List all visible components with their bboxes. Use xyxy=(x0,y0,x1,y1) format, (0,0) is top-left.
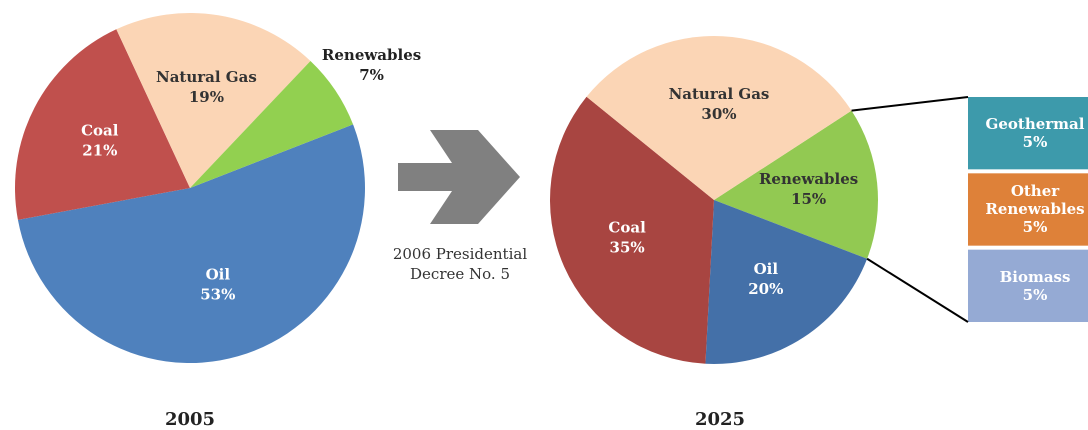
slice-label: Oil xyxy=(754,260,779,278)
pie-slice xyxy=(116,13,311,188)
slice-value: 21% xyxy=(82,141,117,159)
slice-label: Natural Gas xyxy=(156,68,257,86)
connector xyxy=(851,96,969,112)
bar-segment xyxy=(968,249,1088,322)
annotation: 2006 Presidential Decree No. 5 xyxy=(392,245,528,283)
slice-label: Natural Gas xyxy=(669,85,770,103)
series-name: Biomass xyxy=(999,267,1071,286)
pie-title: 2005 xyxy=(165,409,215,430)
series-name: Geothermal xyxy=(985,115,1085,134)
pie-slice xyxy=(14,29,190,220)
slice-value: 35% xyxy=(610,239,645,257)
pie-slice xyxy=(190,61,354,188)
segment-label-box: Geothermal 5% xyxy=(968,97,1088,169)
segment-value: 5% xyxy=(1022,133,1048,152)
bar-segment xyxy=(968,97,1088,170)
segment-value: 5% xyxy=(1022,218,1048,237)
segment-value: 5% xyxy=(1022,285,1048,304)
slice-label: Coal xyxy=(608,219,646,237)
bar-segment xyxy=(968,173,1088,246)
slice-label: Coal xyxy=(81,121,119,139)
slice-value: 19% xyxy=(189,88,224,106)
pie-slice xyxy=(586,36,852,201)
slice-value: 7% xyxy=(359,66,384,84)
slice-label: Oil xyxy=(206,266,231,284)
pie-slice xyxy=(714,110,878,259)
slice-label: Renewables xyxy=(322,46,421,64)
segment-label-box: Biomass 5% xyxy=(968,250,1088,322)
pie-title: 2025 xyxy=(695,409,745,430)
connector xyxy=(866,257,969,323)
pie-slice xyxy=(705,200,868,364)
slice-value: 53% xyxy=(200,286,235,304)
slice-value: 15% xyxy=(791,190,826,208)
slice-label: Renewables xyxy=(759,170,858,188)
arrow xyxy=(398,130,520,224)
slice-value: 20% xyxy=(748,280,783,298)
segment-label-box: Other Renewables 5% xyxy=(968,173,1088,245)
series-name: Other Renewables xyxy=(985,182,1085,219)
slice-value: 30% xyxy=(701,105,736,123)
pie-slice xyxy=(550,96,714,364)
pie-slice xyxy=(17,124,366,364)
